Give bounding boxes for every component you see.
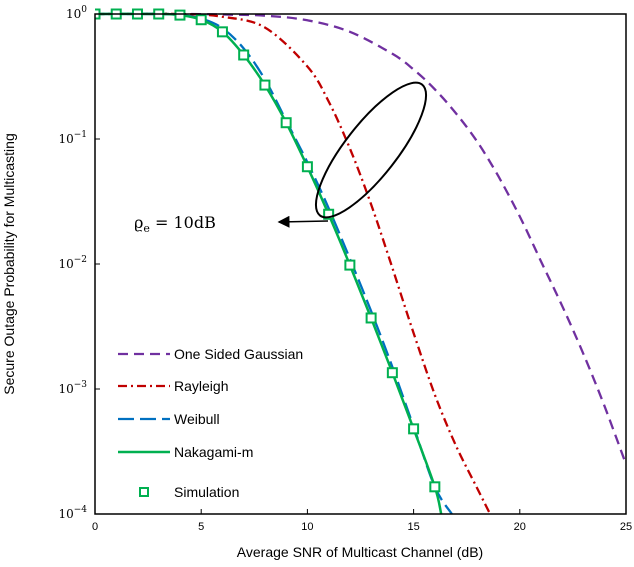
y-tick-label: 100: [66, 5, 87, 21]
x-tick-label: 10: [301, 521, 313, 533]
legend-swatch: [139, 487, 149, 497]
y-tick-label: 10−2: [58, 255, 87, 271]
simulation-marker: [216, 26, 228, 38]
ticks-layer: 0 5 10 15 20 25 100 10−1 10−2 10−3 10−4: [58, 5, 632, 533]
series-one-sided-gaussian-line: [95, 12, 626, 465]
series-layer: [95, 8, 626, 514]
simulation-marker: [323, 208, 335, 220]
x-tick-label: 15: [407, 521, 419, 533]
simulation-marker: [386, 367, 398, 379]
annotation-arrow: [277, 215, 329, 228]
simulation-marker: [259, 79, 271, 91]
legend-label: Rayleigh: [174, 378, 228, 394]
simulation-marker: [365, 312, 377, 324]
simulation-marker: [429, 481, 441, 493]
x-axis-label: Average SNR of Multicast Channel (dB): [237, 544, 483, 560]
legend-entry-one-sided-gaussian: One Sided Gaussian: [118, 346, 303, 362]
series-rayleigh-line: [95, 12, 492, 514]
annotation-ellipse: [314, 81, 428, 219]
y-tick-label: 10−3: [58, 380, 87, 396]
x-tick-label: 25: [620, 521, 632, 533]
y-tick-label: 10−1: [58, 130, 87, 146]
x-tick-label: 20: [514, 521, 526, 533]
legend-label: Weibull: [174, 411, 220, 427]
legend-entry-simulation: Simulation: [139, 484, 239, 500]
simulation-marker: [301, 161, 313, 173]
annotation: ϱe = 10dB: [134, 81, 428, 235]
legend-entry-nakagami-m: Nakagami-m: [118, 444, 253, 460]
simulation-marker: [195, 14, 207, 26]
legend-entry-rayleigh: Rayleigh: [118, 378, 228, 394]
legend: One Sided Gaussian Rayleigh Weibull Nakagam…: [118, 346, 303, 500]
simulation-marker: [280, 117, 292, 129]
x-tick-label: 0: [92, 521, 98, 533]
simulation-marker: [174, 9, 186, 21]
simulation-marker: [344, 259, 356, 271]
simulation-marker: [238, 49, 250, 61]
legend-label: Simulation: [174, 484, 239, 500]
legend-entry-weibull: Weibull: [118, 411, 220, 427]
simulation-marker: [408, 423, 420, 435]
annotation-label: ϱe = 10dB: [134, 213, 216, 235]
x-tick-label: 5: [198, 521, 204, 533]
series-nakagami-m-line: [95, 12, 443, 514]
legend-label: Nakagami-m: [174, 444, 253, 460]
y-tick-label: 10−4: [58, 505, 87, 521]
plot-frame: [94, 13, 627, 515]
y-axis-label: Secure Outage Probability for Multicasti…: [1, 133, 17, 394]
legend-label: One Sided Gaussian: [174, 346, 303, 362]
